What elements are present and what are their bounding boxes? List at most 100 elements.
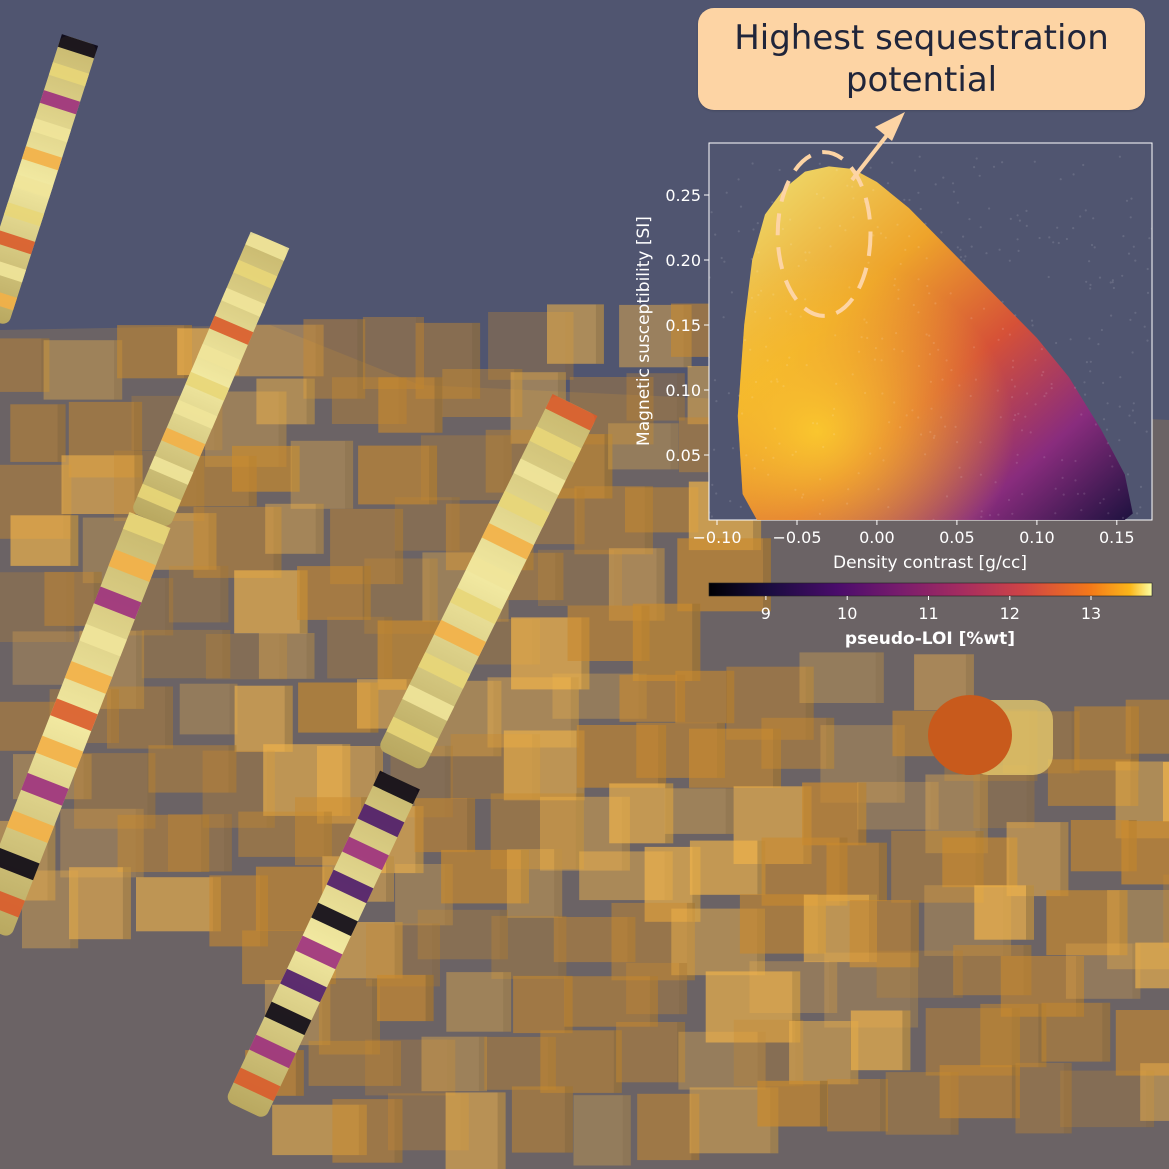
borehole-band [0, 286, 18, 311]
voxel-block-shade [41, 338, 50, 392]
voxel-block-shade [493, 680, 502, 757]
voxel-block [232, 445, 300, 492]
voxel-block [609, 783, 674, 844]
voxel-block [1163, 874, 1169, 949]
voxel-block-shade [575, 793, 584, 870]
voxel-block-shade [291, 445, 300, 492]
voxel-block [202, 750, 275, 828]
voxel-block-shade [222, 629, 231, 679]
voxel-block-shade [728, 303, 737, 357]
voxel-block [689, 728, 781, 788]
voxel-block-shade [554, 849, 563, 918]
voxel-block [136, 877, 221, 932]
voxel-block [234, 570, 308, 634]
voxel-block [608, 423, 679, 470]
voxel-block [625, 487, 699, 533]
borehole-band [497, 490, 550, 528]
borehole-band [311, 902, 358, 937]
borehole-band [149, 455, 194, 485]
voxel-block-shade [478, 1036, 487, 1092]
callout-line-2: potential [845, 60, 998, 100]
voxel-block [826, 842, 887, 902]
voxel-block-shade [201, 814, 210, 872]
voxel-block-shade [902, 1010, 911, 1071]
voxel-block-shade [614, 549, 622, 606]
voxel-block [939, 1065, 1020, 1119]
voxel-block [678, 1031, 766, 1090]
voxel-block [749, 961, 838, 1013]
borehole-band [161, 427, 206, 457]
voxel-block-shade [757, 1031, 766, 1090]
voxel-block-shade [805, 666, 814, 740]
voxel-block-shade [1060, 822, 1069, 897]
voxel-block [10, 404, 66, 462]
voxel-block [564, 976, 658, 1027]
borehole-band [326, 869, 374, 904]
borehole-band [50, 698, 98, 732]
voxel-block-shade [520, 849, 529, 904]
voxel-block [876, 950, 963, 998]
voxel-block-shade [1146, 1070, 1155, 1128]
voxel-block-shade [564, 1086, 573, 1153]
voxel-block-shade [228, 745, 237, 793]
voxel-block-shade [425, 974, 434, 1022]
voxel-block-shade [224, 814, 232, 872]
voxel-block [43, 340, 123, 400]
voxel-block-shade [829, 961, 838, 1013]
borehole-band [64, 661, 113, 694]
voxel-block [626, 373, 685, 421]
voxel-block [441, 849, 529, 904]
borehole-band [93, 586, 142, 620]
borehole-band [481, 523, 534, 560]
voxel-block-shade [858, 782, 867, 846]
voxel-block-shade [670, 423, 679, 470]
voxel-block-shade [763, 538, 771, 612]
voxel-block-shade [472, 322, 481, 399]
voxel-block [632, 603, 701, 681]
voxel-block [799, 652, 884, 703]
voxel-block-shade [284, 685, 293, 752]
voxel-block [1163, 761, 1169, 822]
borehole-band [185, 371, 230, 401]
borehole-band [35, 735, 84, 769]
borehole-band [57, 34, 99, 59]
voxel-block [503, 730, 585, 801]
voxel-block-shade [147, 753, 156, 829]
voxel-block [1006, 822, 1069, 897]
voxel-block-shade [395, 508, 404, 585]
borehole-band [434, 619, 487, 657]
voxel-block-shade [965, 654, 974, 711]
voxel-block-shade [1011, 1065, 1020, 1119]
borehole-band [465, 555, 518, 592]
voxel-block-shade [208, 513, 217, 570]
voxel-block [0, 572, 75, 642]
voxel-block [1115, 1010, 1169, 1076]
voxel-block [980, 1003, 1047, 1068]
voxel-block-shade [416, 317, 425, 389]
borehole-band [545, 393, 598, 431]
voxel-block-shade [880, 1079, 888, 1132]
voxel-block-shade [497, 1092, 506, 1169]
voxel-block-shade [393, 1040, 401, 1086]
voxel-block-shade [499, 909, 508, 960]
voxel-block-shade [613, 1030, 622, 1093]
voxel-block-shade [322, 980, 331, 1046]
borehole-band [0, 230, 36, 255]
voxel-block [671, 303, 737, 357]
voxel-block-shade [306, 378, 315, 425]
voxel-block-shade [306, 633, 315, 679]
voxel-block-shade [278, 391, 287, 467]
voxel-block-shade [1119, 890, 1128, 956]
borehole-band [233, 1067, 281, 1102]
voxel-block-shade [792, 971, 801, 1043]
voxel-block [394, 497, 460, 551]
voxel-block-shade [826, 717, 835, 769]
borehole-left-bottom [0, 512, 171, 936]
voxel-block [616, 1022, 686, 1083]
voxel-block-shade [444, 745, 453, 818]
voxel-block [637, 1093, 700, 1161]
borehole-center-bottom [227, 770, 420, 1117]
voxel-block [511, 1086, 573, 1153]
voxel-block-shade [1130, 759, 1139, 806]
callout-line-1: Highest sequestration [734, 18, 1109, 58]
